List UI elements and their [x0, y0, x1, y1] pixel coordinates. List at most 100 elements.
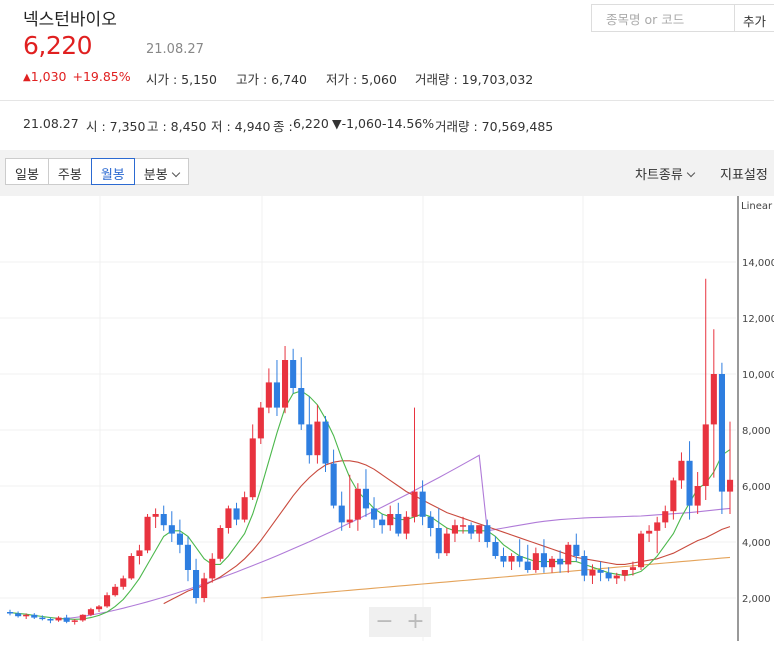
candle-body	[144, 516, 151, 551]
zoom-in-button[interactable]: +	[406, 609, 425, 634]
ma20-line	[163, 460, 731, 605]
tab-minute-label: 분봉	[143, 168, 168, 183]
chevron-down-icon	[171, 168, 180, 178]
candle-body	[419, 491, 426, 517]
candle-body	[532, 553, 539, 570]
candle-body	[549, 558, 556, 568]
tab-daily[interactable]: 일봉	[5, 158, 49, 185]
candle-body	[176, 533, 183, 545]
candle-body	[79, 614, 86, 621]
candle-body	[354, 488, 361, 520]
candle-body	[565, 544, 572, 565]
zoom-control: − +	[369, 607, 431, 637]
y-tick-label: 2,000	[742, 594, 771, 605]
history-low: 저 : 4,940	[211, 119, 271, 134]
candle-body	[476, 525, 483, 534]
chart-svg: 14,000 12,000 10,000 8,000 6,000 4,000 2,000 Li…	[0, 196, 774, 641]
y-tick-label: 8,000	[742, 426, 771, 437]
candle-body	[710, 374, 717, 425]
price-change: ▲1,030 +19.85%	[23, 69, 131, 84]
history-open: 시 : 7,350	[86, 119, 146, 134]
candle-body	[597, 570, 604, 573]
candle-body	[702, 424, 709, 486]
chart-grid	[0, 196, 736, 641]
y-tick-label: 14,000	[742, 258, 774, 269]
candle-body	[403, 516, 410, 534]
candle-body	[727, 479, 734, 492]
candle-body	[184, 544, 191, 570]
candle-body	[387, 514, 394, 526]
ma120-line	[260, 556, 731, 599]
tab-minute[interactable]: 분봉	[133, 158, 189, 185]
candle-body	[362, 488, 369, 509]
candle-body	[654, 522, 661, 531]
candle-body	[338, 505, 345, 523]
candle-body	[168, 525, 175, 534]
candle-body	[484, 525, 491, 542]
candle-body	[662, 511, 669, 523]
candle-body	[273, 382, 280, 408]
candle-body	[573, 544, 580, 556]
y-tick-label: 10,000	[742, 370, 774, 381]
candle-body	[411, 491, 418, 517]
candle-body	[249, 438, 256, 498]
volume: 거래량 : 19,703,032	[415, 72, 534, 87]
zoom-out-button[interactable]: −	[375, 609, 394, 634]
candle-body	[63, 617, 70, 622]
candle-body	[516, 556, 523, 562]
period-tabs: 일봉 주봉 월봉 분봉	[5, 158, 189, 185]
candle-body	[306, 424, 313, 456]
tab-weekly[interactable]: 주봉	[47, 158, 92, 185]
candle-body	[427, 516, 434, 528]
y-tick-label: 4,000	[742, 538, 771, 549]
scale-label: Linear	[741, 201, 773, 212]
candle-body	[209, 558, 216, 579]
candle-body	[500, 556, 507, 562]
moving-average-lines	[9, 390, 731, 620]
candle-body	[581, 556, 588, 576]
candle-body	[201, 578, 208, 598]
candle-body	[686, 460, 693, 506]
history-date: 21.08.27	[23, 116, 79, 131]
up-triangle-icon: ▲	[23, 72, 31, 83]
candle-body	[694, 486, 701, 506]
candle-body	[621, 570, 628, 576]
candle-body	[298, 388, 305, 425]
search-input[interactable]	[604, 6, 728, 32]
history-close: 6,220	[293, 116, 329, 131]
candle-body	[670, 480, 677, 512]
candle-body	[508, 556, 515, 562]
candle-body	[241, 497, 248, 520]
low-price: 저가 : 5,060	[326, 72, 397, 87]
candle-body	[104, 595, 111, 607]
candle-body	[217, 528, 224, 559]
open-price: 시가 : 5,150	[146, 72, 217, 87]
chevron-down-icon	[686, 168, 696, 178]
candle-body	[492, 542, 499, 556]
candle-body	[290, 360, 297, 388]
candle-body	[47, 619, 54, 621]
candle-body	[152, 514, 159, 517]
price-date: 21.08.27	[146, 42, 204, 57]
indicator-settings-button[interactable]: 지표설정	[720, 168, 768, 183]
y-tick-label: 6,000	[742, 482, 771, 493]
stock-search-box	[591, 4, 735, 32]
add-button[interactable]: 추가	[734, 4, 774, 32]
candle-body	[87, 609, 94, 615]
candle-body	[314, 421, 321, 456]
candle-body	[605, 572, 612, 579]
candle-body	[160, 514, 167, 526]
candle-body	[638, 533, 645, 568]
candle-body	[96, 606, 103, 610]
candle-body	[39, 617, 46, 620]
tab-monthly[interactable]: 월봉	[90, 158, 135, 185]
candle-body	[265, 382, 272, 408]
stock-name: 넥스턴바이오	[23, 10, 117, 30]
history-volume: 거래량 : 70,569,485	[435, 119, 554, 134]
chart-type-dropdown[interactable]: 차트종류	[635, 164, 696, 183]
candle-body	[629, 567, 636, 570]
candlestick-chart[interactable]: 14,000 12,000 10,000 8,000 6,000 4,000 2,000 Li…	[0, 196, 774, 641]
history-high: 고 : 8,450	[147, 119, 207, 134]
candle-body	[112, 586, 119, 596]
history-change-percent: -14.56%	[382, 116, 435, 131]
